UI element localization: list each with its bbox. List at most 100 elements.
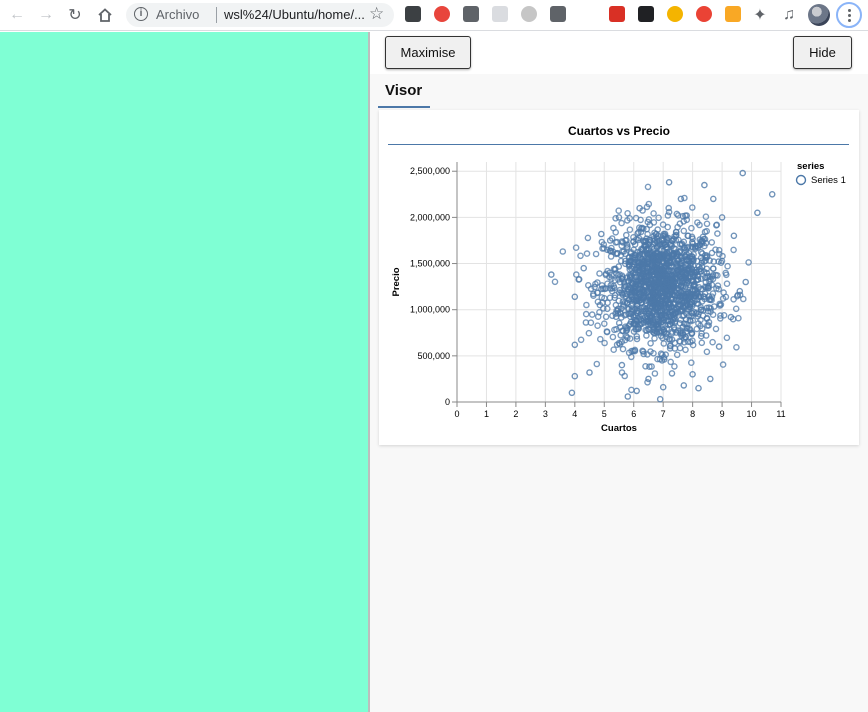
scatter-point <box>732 305 740 313</box>
scatter-point <box>754 209 761 217</box>
scatter-point <box>745 259 752 266</box>
extensions-puzzle-icon[interactable]: ✦ <box>753 7 767 24</box>
scatter-point <box>653 321 660 328</box>
scatter-point <box>636 262 643 269</box>
scatter-point <box>712 222 720 229</box>
extension-icon[interactable] <box>405 6 421 22</box>
scatter-point <box>584 234 592 242</box>
scatter-point <box>626 254 633 261</box>
scatter-point <box>598 282 606 289</box>
extension-icon[interactable] <box>434 6 450 22</box>
scatter-point <box>683 306 691 313</box>
scatter-point <box>632 270 639 277</box>
scatter-point <box>700 235 708 243</box>
scatter-point <box>665 204 673 212</box>
scatter-point <box>697 304 705 311</box>
scatter-point <box>684 232 692 240</box>
scatter-point <box>615 297 623 305</box>
scatter-point <box>672 329 680 336</box>
extension-icon[interactable] <box>492 6 508 22</box>
chart-title: Cuartos vs Precio <box>567 124 671 138</box>
scatter-point <box>634 309 642 317</box>
scatter-point <box>708 249 716 257</box>
x-tick-label: 10 <box>747 409 757 419</box>
scatter-point <box>722 271 730 279</box>
reload-icon[interactable]: ↻ <box>68 7 82 24</box>
scatter-point <box>615 319 623 327</box>
pane-divider[interactable] <box>368 32 370 712</box>
scatter-point <box>654 249 661 257</box>
scatter-point <box>612 229 619 236</box>
extension-icon[interactable] <box>725 6 741 22</box>
hide-button[interactable]: Hide <box>793 36 852 69</box>
extension-icon[interactable] <box>609 6 625 22</box>
site-info-icon[interactable]: i <box>134 7 148 21</box>
scatter-point <box>695 283 703 291</box>
bookmark-star-icon[interactable]: ☆ <box>369 4 385 23</box>
scatter-point <box>733 343 740 351</box>
scatter-point <box>697 332 705 340</box>
scatter-point <box>654 355 661 363</box>
x-tick-label: 2 <box>513 409 518 419</box>
scatter-point <box>679 312 686 320</box>
scatter-point <box>626 284 634 291</box>
scatter-point <box>681 335 688 342</box>
extension-icon[interactable] <box>550 6 566 22</box>
scatter-point <box>641 284 649 291</box>
scatter-point <box>572 244 580 251</box>
scatter-point <box>682 253 690 260</box>
scatter-point <box>634 236 642 244</box>
scatter-point <box>715 250 723 258</box>
scatter-point <box>632 325 639 333</box>
left-pane <box>0 32 368 712</box>
scatter-point <box>662 322 669 329</box>
scatter-point <box>645 216 653 223</box>
scatter-point <box>704 322 711 329</box>
scatter-point <box>655 277 663 284</box>
scatter-point <box>594 322 601 329</box>
scatter-point <box>695 384 702 392</box>
scatter-point <box>674 212 682 219</box>
scatter-point <box>688 277 696 284</box>
scatter-point <box>591 283 598 291</box>
url-text[interactable]: wsl%24/Ubuntu/home/... <box>224 7 365 22</box>
scatter-point <box>583 250 591 257</box>
home-icon[interactable] <box>94 4 116 26</box>
scatter-point <box>612 239 620 246</box>
scatter-point <box>571 341 579 349</box>
scatter-point <box>607 253 615 260</box>
scatter-point <box>619 290 626 297</box>
back-icon[interactable]: ← <box>9 6 25 23</box>
scatter-point <box>660 230 668 238</box>
scatter-point <box>638 299 645 307</box>
scatter-point <box>582 310 590 318</box>
scatter-point <box>727 313 735 321</box>
scatter-point <box>577 336 585 344</box>
scatter-point <box>630 320 637 328</box>
scatter-point <box>690 308 698 316</box>
tab-visor[interactable]: Visor <box>385 82 423 99</box>
maximise-button[interactable]: Maximise <box>385 36 471 69</box>
scatter-point <box>678 240 686 247</box>
y-tick-label: 1,500,000 <box>410 259 450 269</box>
extension-icon[interactable] <box>521 6 537 22</box>
address-bar[interactable]: i Archivo wsl%24/Ubuntu/home/... ☆ <box>126 3 394 27</box>
scatter-point <box>665 178 673 186</box>
media-control-icon[interactable]: ♫ <box>783 6 795 23</box>
scatter-point <box>643 327 651 334</box>
extension-icon[interactable] <box>667 6 683 22</box>
scatter-point <box>676 220 684 227</box>
extension-icon[interactable] <box>638 6 654 22</box>
profile-avatar[interactable] <box>808 4 830 26</box>
forward-icon[interactable]: → <box>38 6 54 23</box>
extension-icon[interactable] <box>463 6 479 22</box>
scatter-point <box>653 238 661 246</box>
scatter-point <box>647 348 654 355</box>
scatter-point <box>717 312 724 319</box>
browser-menu-button[interactable] <box>836 2 862 28</box>
scatter-point <box>703 220 711 228</box>
scatter-point <box>668 272 675 279</box>
scatter-point <box>606 237 614 244</box>
x-tick-label: 1 <box>484 409 489 419</box>
extension-icon[interactable] <box>696 6 712 22</box>
